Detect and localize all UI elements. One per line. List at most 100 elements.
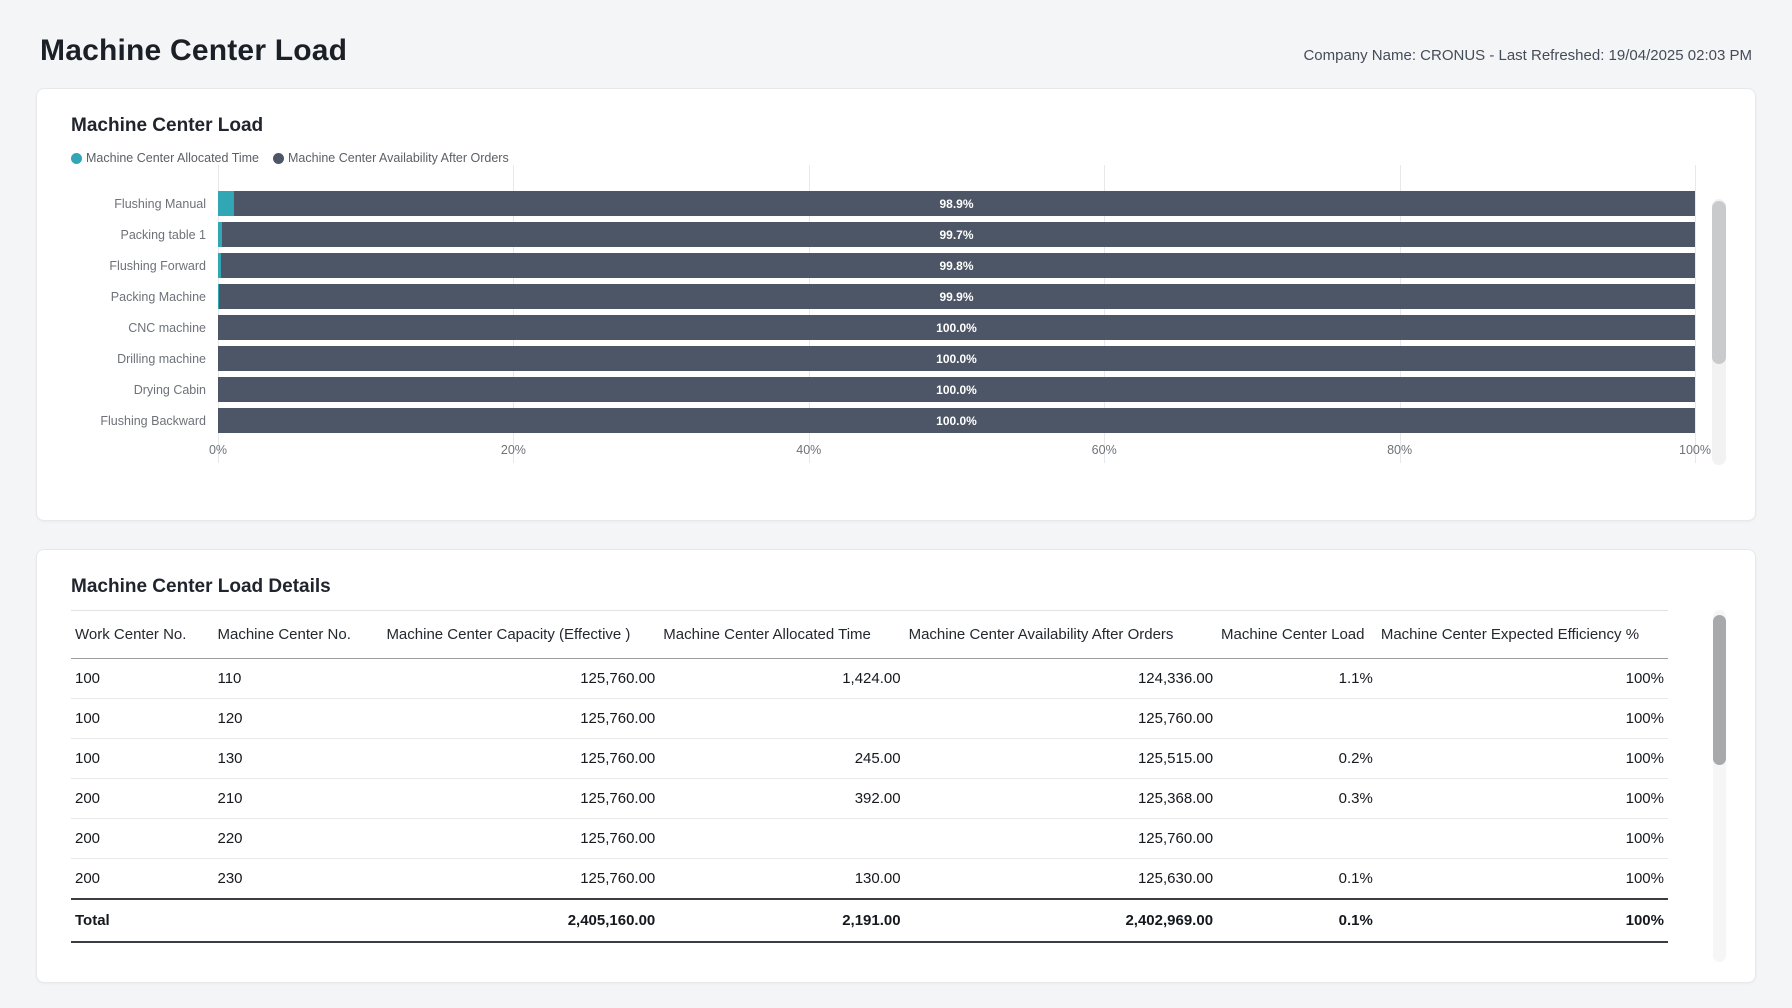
table-cell: 200	[71, 858, 214, 900]
x-axis-tick-label: 80%	[1387, 443, 1413, 457]
bar-segment-availability[interactable]	[234, 191, 1695, 216]
column-header[interactable]: Machine Center Allocated Time	[659, 610, 905, 659]
column-header[interactable]: Machine Center Capacity (Effective )	[382, 610, 660, 659]
bar-segment-availability[interactable]	[218, 346, 1695, 371]
bar-track: 100.0%	[218, 346, 1695, 371]
bar-row: Flushing Manual 98.9%	[114, 191, 1695, 216]
bar-value-label: 100.0%	[936, 413, 977, 428]
bar-segment-allocated[interactable]	[218, 191, 235, 216]
table-cell: 130.00	[659, 858, 905, 900]
table-cell: 125,760.00	[382, 658, 660, 699]
table-row: 100 110 125,760.00 1,424.00 124,336.00 1.1% 10…	[71, 658, 1668, 699]
bar-segment-availability[interactable]	[218, 315, 1695, 340]
chart-x-axis: 0% 20% 40% 60% 80% 100%	[209, 443, 1711, 463]
gridline	[1695, 165, 1696, 463]
bar-track: 98.9%	[218, 191, 1695, 216]
table-row: 100 120 125,760.00 125,760.00 100%	[71, 698, 1668, 739]
table-cell: 100%	[1376, 658, 1668, 699]
bar-category-label: Drilling machine	[117, 351, 206, 366]
bar-segment-allocated[interactable]	[218, 222, 223, 247]
bar-category-label: Flushing Forward	[109, 258, 206, 273]
bar-category-label: Packing Machine	[110, 289, 206, 304]
bar-value-label: 99.9%	[939, 289, 974, 304]
chart-scrollbar-thumb[interactable]	[1712, 201, 1726, 364]
legend-item[interactable]: Machine Center Allocated Time	[71, 151, 259, 165]
x-axis-tick-label: 0%	[208, 443, 228, 457]
total-cell: 2,405,160.00	[382, 898, 660, 943]
report-page: Machine Center Load Company Name: CRONUS…	[36, 34, 1756, 983]
details-table-body: 100 110 125,760.00 1,424.00 124,336.00 1.1% 10…	[71, 658, 1668, 943]
table-cell: 100	[71, 658, 214, 699]
bar-track: 100.0%	[218, 408, 1695, 433]
table-cell: 210	[213, 778, 383, 819]
table-cell: 120	[213, 698, 383, 739]
total-cell: Total	[71, 898, 214, 943]
bar-value-label: 99.8%	[939, 258, 974, 273]
bar-segment-availability[interactable]	[220, 253, 1695, 278]
bar-segment-availability[interactable]	[218, 377, 1695, 402]
chart-legend: Machine Center Allocated Time Machine Cen…	[71, 151, 1721, 165]
table-cell: 125,760.00	[382, 818, 660, 859]
bar-segment-availability[interactable]	[218, 408, 1695, 433]
column-header[interactable]: Machine Center Availability After Orders	[904, 610, 1218, 659]
table-cell: 125,760.00	[382, 778, 660, 819]
legend-item[interactable]: Machine Center Availability After Orders	[273, 151, 509, 165]
bar-category-label: Flushing Backward	[100, 413, 206, 428]
bar-row: Flushing Forward 99.8%	[109, 253, 1695, 278]
table-cell: 125,760.00	[382, 858, 660, 900]
bar-value-label: 99.7%	[939, 227, 974, 242]
column-header[interactable]: Machine Center Expected Efficiency %	[1376, 610, 1668, 659]
legend-item-label: Machine Center Availability After Orders	[288, 151, 509, 165]
bar-chart: Flushing Manual 98.9% Packing table 1 99.7%…	[71, 165, 1711, 463]
bar-segment-allocated[interactable]	[218, 253, 221, 278]
column-header[interactable]: Machine Center No.	[213, 610, 383, 659]
machine-center-load-chart-card: Machine Center Load Machine Center Alloc…	[36, 88, 1756, 521]
table-row: 200 220 125,760.00 125,760.00 100%	[71, 818, 1668, 859]
bar-segment-availability[interactable]	[219, 284, 1695, 309]
table-cell: 125,368.00	[904, 778, 1218, 819]
table-row: 200 230 125,760.00 130.00 125,630.00 0.1% 100%	[71, 858, 1668, 900]
legend-dot-icon	[273, 152, 285, 164]
company-info-text: Company Name: CRONUS - Last Refreshed: 1…	[1303, 47, 1752, 64]
bar-segment-availability[interactable]	[222, 222, 1695, 247]
table-cell: 1,424.00	[659, 658, 905, 699]
column-header[interactable]: Machine Center Load	[1217, 610, 1377, 659]
bar-row: Flushing Backward 100.0%	[100, 408, 1695, 433]
bar-track: 99.8%	[218, 253, 1695, 278]
table-cell	[1217, 818, 1377, 859]
bar-segment-allocated[interactable]	[218, 284, 220, 309]
table-cell: 124,336.00	[904, 658, 1218, 699]
table-cell: 125,760.00	[904, 818, 1218, 859]
bar-row: Packing table 1 99.7%	[121, 222, 1695, 247]
total-cell: 2,402,969.00	[904, 898, 1218, 943]
bar-category-label: Flushing Manual	[114, 196, 206, 211]
table-cell: 200	[71, 778, 214, 819]
total-cell: 2,191.00	[659, 898, 905, 943]
table-cell: 125,760.00	[382, 698, 660, 739]
table-cell: 0.3%	[1217, 778, 1377, 819]
table-cell: 200	[71, 818, 214, 859]
bar-category-label: Drying Cabin	[133, 382, 206, 397]
total-row: Total 2,405,160.00 2,191.00 2,402,969.00 0.1…	[71, 898, 1668, 943]
table-cell: 100	[71, 738, 214, 779]
bar-value-label: 98.9%	[939, 196, 974, 211]
table-cell: 1.1%	[1217, 658, 1377, 699]
table-cell: 100%	[1376, 738, 1668, 779]
details-table: Work Center No. Machine Center No. Machine…	[71, 610, 1668, 943]
table-cell: 100%	[1376, 858, 1668, 900]
bar-track: 100.0%	[218, 315, 1695, 340]
details-table-header: Work Center No. Machine Center No. Machine…	[71, 610, 1668, 659]
bar-category-label: CNC machine	[128, 320, 206, 335]
table-scrollbar[interactable]	[1713, 610, 1726, 962]
table-scrollbar-thumb[interactable]	[1713, 615, 1726, 765]
x-axis-tick-label: 60%	[1091, 443, 1117, 457]
total-cell	[213, 898, 383, 943]
chart-bars: Flushing Manual 98.9% Packing table 1 99.7%…	[100, 165, 1695, 433]
legend-item-label: Machine Center Allocated Time	[86, 151, 260, 165]
table-cell: 130	[213, 738, 383, 779]
column-header[interactable]: Work Center No.	[71, 610, 214, 659]
chart-scrollbar[interactable]	[1712, 199, 1726, 465]
bar-row: Drying Cabin 100.0%	[134, 377, 1695, 402]
legend-dot-icon	[71, 152, 82, 164]
x-axis-tick-label: 40%	[796, 443, 822, 457]
